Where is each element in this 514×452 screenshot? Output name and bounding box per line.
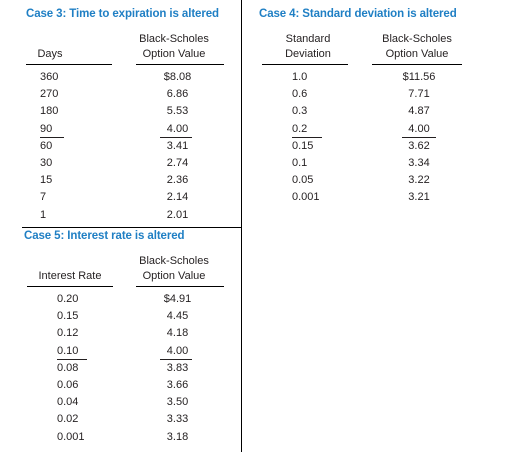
case5-underline-value: [160, 359, 192, 360]
header-line: Black-Scholes: [139, 33, 209, 45]
case5-value-header: Black-Scholes Option Value: [133, 254, 215, 284]
header-line: Standard: [285, 33, 331, 45]
table-cell: 3.18: [166, 430, 189, 443]
table-cell: 0.04: [57, 396, 79, 409]
table-cell: 3.50: [166, 396, 189, 409]
table-cell: $11.56: [402, 71, 436, 83]
case5-title: Case 5: Interest rate is altered: [24, 230, 185, 242]
case5-header-rule-left: [27, 286, 113, 287]
table-cell: 0.10: [57, 344, 79, 357]
table-cell: 6.86: [166, 88, 189, 101]
table-cell: 270: [40, 88, 59, 101]
case4-header-rule-left: [262, 64, 348, 65]
table-cell: 4.00: [166, 344, 189, 357]
case4-title: Case 4: Standard deviation is altered: [259, 8, 457, 20]
case5-top-rule: [22, 227, 241, 228]
case4-header-rule-right: [372, 64, 462, 65]
table-cell: 3.34: [408, 156, 430, 169]
table-cell: 4.18: [166, 327, 189, 340]
table-cell: 4.87: [408, 105, 430, 118]
case3-value-header: Black-Scholes Option Value: [133, 32, 215, 62]
case3-title: Case 3: Time to expiration is altered: [26, 8, 219, 20]
table-cell: 30: [40, 156, 53, 169]
case5-rate-column: 0.20 0.15 0.12 0.10 0.08 0.06 0.04 0.02 0.001: [57, 291, 85, 446]
table-cell: 0.15: [292, 139, 314, 152]
case5-value-column: $4.91 4.45 4.18 4.00 3.83 3.66 3.50 3.33 3.18: [150, 291, 205, 446]
table-cell: 60: [40, 139, 53, 152]
case3-days-header: Days: [30, 47, 70, 62]
case5-rate-header: Interest Rate: [34, 269, 106, 284]
table-cell: 3.41: [166, 139, 189, 152]
table-cell: 1: [40, 208, 47, 221]
table-cell: 4.00: [408, 122, 430, 135]
table-cell: 0.2: [292, 122, 308, 135]
case4-underline-value: [402, 137, 436, 138]
case4-stddev-column: 1.0 0.6 0.3 0.2 0.15 0.1 0.05 0.001: [292, 69, 320, 207]
case3-value-column: $8.08 6.86 5.53 4.00 3.41 2.74 2.36 2.14 2.01: [150, 69, 205, 224]
table-cell: 4.00: [166, 122, 189, 135]
case4-value-column: $11.56 7.71 4.87 4.00 3.62 3.34 3.22 3.21: [390, 69, 448, 207]
table-cell: 90: [40, 122, 53, 135]
table-cell: 3.83: [166, 361, 189, 374]
table-cell: 180: [40, 105, 59, 118]
table-cell: 4.45: [166, 310, 189, 323]
table-cell: 0.08: [57, 361, 79, 374]
table-cell: 2.74: [166, 156, 189, 169]
table-cell: 15: [40, 174, 53, 187]
table-cell: 0.001: [57, 430, 85, 443]
header-line: Option Value: [142, 270, 206, 282]
header-line: Option Value: [142, 48, 206, 60]
table-cell: 7.71: [408, 88, 430, 101]
table-cell: 2.14: [166, 191, 189, 204]
case4-stddev-header: Standard Deviation: [276, 32, 340, 62]
table-cell: 0.6: [292, 88, 308, 101]
table-cell: 1.0: [292, 71, 308, 83]
case5-underline-rate: [57, 359, 87, 360]
case3-header-rule-left: [26, 64, 112, 65]
case4-value-header: Black-Scholes Option Value: [376, 32, 458, 62]
header-line: Black-Scholes: [139, 255, 209, 267]
case5-header-rule-right: [136, 286, 224, 287]
table-cell: 0.12: [57, 327, 79, 340]
table-cell: 0.15: [57, 310, 79, 323]
header-line: Interest Rate: [38, 270, 102, 282]
table-cell: 0.001: [292, 191, 320, 204]
table-cell: 3.66: [166, 378, 189, 391]
case3-days-column: 360 270 180 90 60 30 15 7 1: [40, 69, 58, 224]
table-cell: 0.3: [292, 105, 308, 118]
table-cell: 3.21: [408, 191, 430, 204]
table-cell: $4.91: [163, 293, 192, 305]
header-line: Days: [37, 48, 63, 60]
table-cell: $8.08: [163, 71, 192, 83]
table-cell: 2.01: [166, 208, 189, 221]
case4-underline-stddev: [292, 137, 322, 138]
table-cell: 3.62: [408, 139, 430, 152]
case3-underline-days: [40, 137, 64, 138]
table-cell: 0.1: [292, 156, 308, 169]
header-line: Black-Scholes: [382, 33, 452, 45]
table-cell: 0.02: [57, 413, 79, 426]
table-cell: 0.20: [57, 293, 79, 305]
header-line: Option Value: [385, 48, 449, 60]
case3-underline-value: [160, 137, 192, 138]
table-cell: 360: [40, 71, 59, 83]
table-cell: 3.33: [166, 413, 189, 426]
table-cell: 0.05: [292, 174, 314, 187]
table-cell: 5.53: [166, 105, 189, 118]
table-cell: 7: [40, 191, 47, 204]
center-divider: [241, 0, 242, 452]
case3-header-rule-right: [136, 64, 224, 65]
table-cell: 2.36: [166, 174, 189, 187]
table-cell: 0.06: [57, 378, 79, 391]
table-cell: 3.22: [408, 174, 430, 187]
header-line: Deviation: [285, 48, 331, 60]
